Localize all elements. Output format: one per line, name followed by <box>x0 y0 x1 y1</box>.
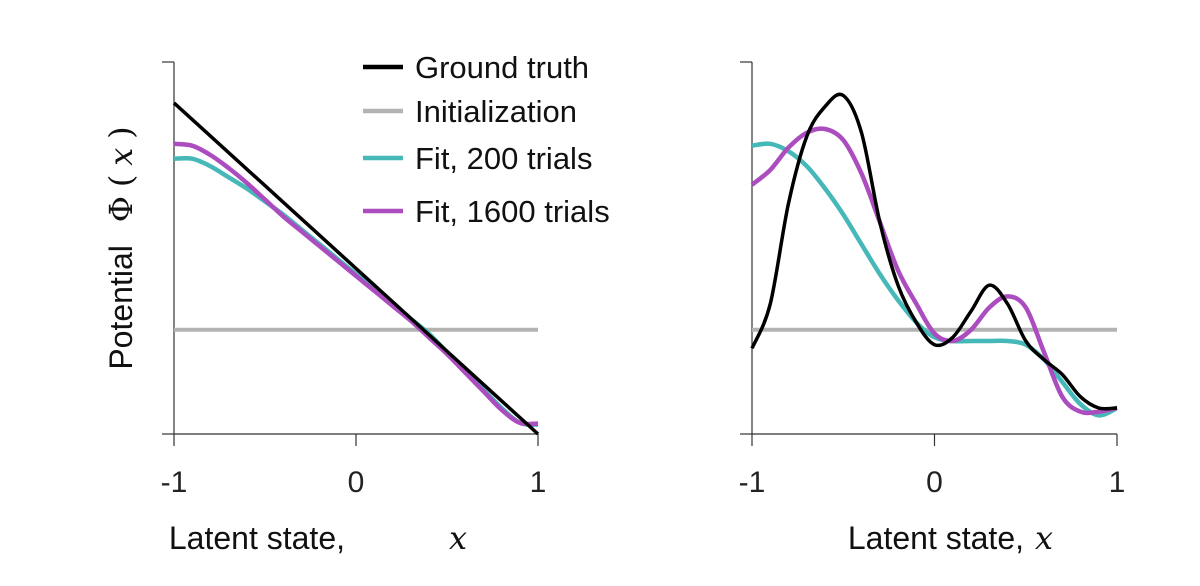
legend-label-fit-200: Fit, 200 trials <box>415 141 592 176</box>
y-axis-label-open-paren: ( <box>102 175 140 187</box>
right-x-tick-label-neg1: -1 <box>739 466 766 499</box>
right-x-tick-label-0: 0 <box>926 466 943 499</box>
svg-text:Potential Φ (: Potential Φ ( x ) <box>102 126 140 369</box>
right-panel: -1 0 1 Latent state, x <box>739 61 1126 557</box>
right-x-tick-label-1: 1 <box>1109 466 1126 499</box>
left-panel: -1 0 1 Latent state, x Potential Φ ( x ) <box>102 61 547 557</box>
legend-label-ground-truth: Ground truth <box>415 50 589 85</box>
y-axis-label-text: Potential <box>103 245 139 370</box>
left-series-group <box>172 101 540 436</box>
right-fit-200-line <box>751 141 1118 418</box>
right-series-group <box>750 92 1118 418</box>
left-fit-1600-line <box>173 141 539 427</box>
y-axis-label-close-paren: ) <box>102 126 140 138</box>
left-x-tick-label-1: 1 <box>530 466 547 499</box>
left-x-tick-label-neg1: -1 <box>161 466 188 499</box>
right-fit-1600-line <box>750 126 1118 416</box>
left-x-axis-var: x <box>449 519 467 557</box>
left-x-axis-label: Latent state, <box>169 520 345 556</box>
right-x-axis-label-text: Latent state, <box>848 520 1024 556</box>
legend-label-fit-1600: Fit, 1600 trials <box>415 194 610 229</box>
legend-label-initialization: Initialization <box>415 94 577 129</box>
left-x-tick-label-0: 0 <box>348 466 365 499</box>
right-x-axis-var: x <box>1035 519 1053 557</box>
legend: Ground truth Initialization Fit, 200 tri… <box>363 50 610 229</box>
y-axis-label-var: x <box>102 148 140 166</box>
right-ground-truth-line <box>750 92 1118 411</box>
right-x-axis-label: Latent state, <box>848 520 1024 556</box>
left-x-axis-label-text: Latent state, <box>169 520 345 556</box>
left-y-axis-label: Potential Φ ( x ) <box>102 126 140 369</box>
y-axis-label-func: Φ <box>102 196 140 222</box>
left-ground-truth-line <box>172 101 540 436</box>
